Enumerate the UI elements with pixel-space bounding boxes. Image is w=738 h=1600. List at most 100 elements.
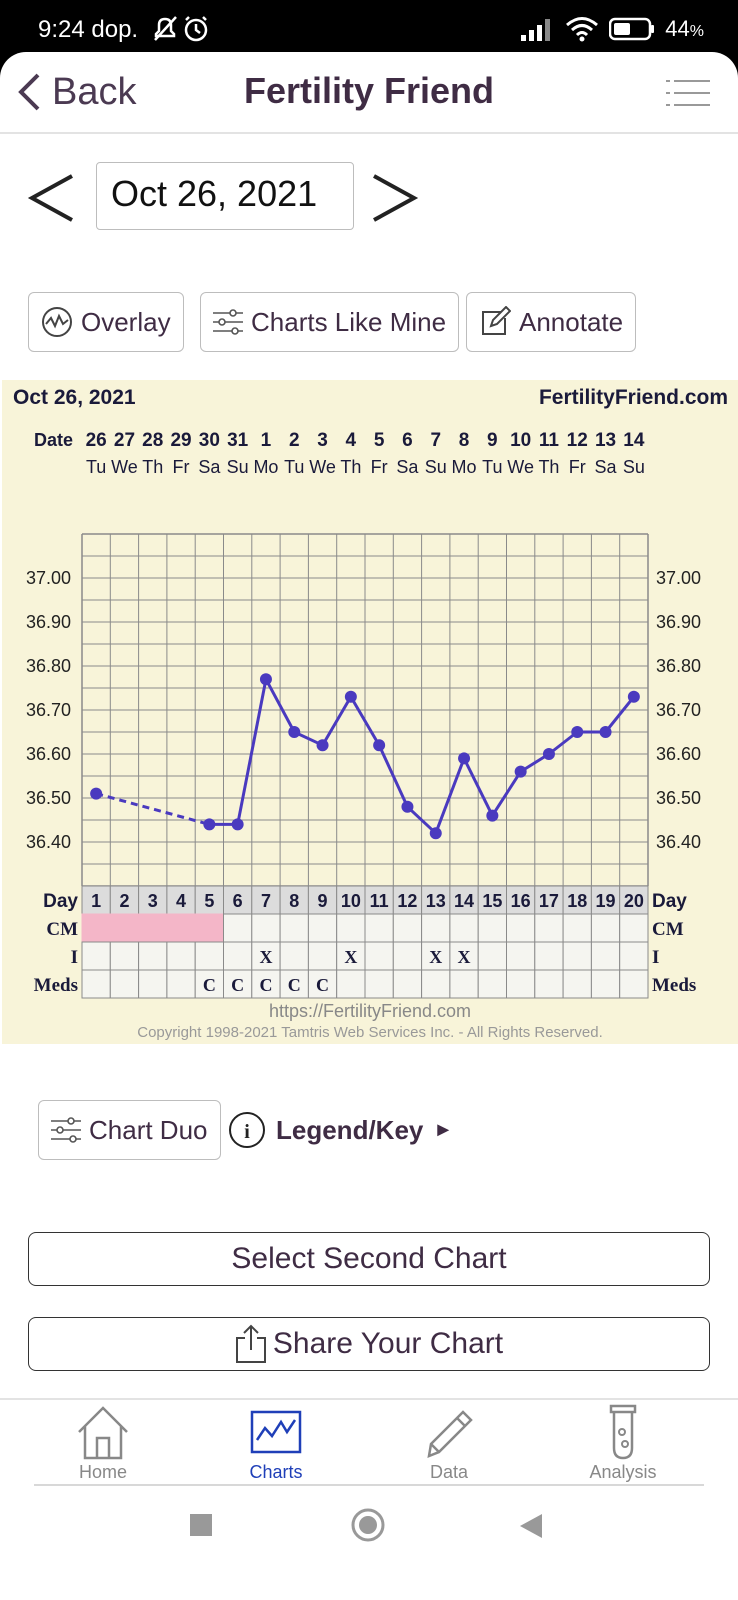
nav-charts[interactable]: Charts bbox=[211, 1404, 341, 1486]
intercourse-cell bbox=[279, 941, 309, 971]
share-chart-button[interactable]: Share Your Chart bbox=[28, 1317, 710, 1371]
day-cell bbox=[449, 885, 479, 915]
annotate-button[interactable]: Annotate bbox=[466, 292, 637, 352]
back-triangle-button[interactable] bbox=[518, 1512, 544, 1540]
chart-site-name: FertilityFriend.com bbox=[539, 386, 728, 409]
cm-cell bbox=[364, 913, 394, 943]
next-date-button[interactable] bbox=[368, 170, 420, 226]
y-tick-label-left: 36.40 bbox=[26, 832, 71, 852]
cm-cell bbox=[506, 913, 536, 943]
meds-cell bbox=[590, 969, 621, 999]
day-number: 16 bbox=[511, 891, 531, 911]
temperature-point bbox=[599, 726, 612, 738]
status-time: 9:24 dop. bbox=[38, 16, 139, 43]
select-second-chart-button[interactable]: Select Second Chart bbox=[28, 1232, 710, 1286]
bbt-chart: Oct 26, 2021 FertilityFriend.com Date 26… bbox=[2, 380, 738, 1044]
day-cell bbox=[81, 885, 111, 915]
temperature-point bbox=[231, 818, 244, 831]
annotate-label: Annotate bbox=[519, 306, 624, 337]
day-number: 8 bbox=[289, 891, 299, 911]
y-tick-label-left: 36.90 bbox=[26, 612, 71, 632]
day-cell bbox=[194, 885, 224, 915]
meds-cell bbox=[364, 969, 394, 999]
y-tick-label-right: 37.00 bbox=[656, 568, 701, 588]
previous-date-button[interactable] bbox=[26, 170, 78, 226]
day-number: 6 bbox=[233, 891, 243, 911]
meds-cell bbox=[449, 969, 479, 999]
back-button[interactable]: Back bbox=[16, 70, 136, 114]
signal-icon bbox=[521, 19, 551, 41]
overlay-label: Overlay bbox=[81, 306, 171, 337]
overlay-button[interactable]: Overlay bbox=[28, 292, 184, 352]
legend-key-link[interactable]: i Legend/Key ► bbox=[228, 1110, 453, 1150]
y-tick-label-right: 36.40 bbox=[656, 832, 701, 852]
weekday-label: Th bbox=[340, 457, 361, 477]
date-label: 26 bbox=[86, 430, 107, 451]
date-label: 27 bbox=[114, 430, 135, 451]
day-number: 18 bbox=[567, 891, 587, 911]
intercourse-cell bbox=[223, 941, 253, 971]
weekday-label: Tu bbox=[86, 457, 106, 477]
weekday-label: Th bbox=[538, 457, 559, 477]
date-input[interactable]: Oct 26, 2021 bbox=[96, 162, 354, 230]
y-tick-label-left: 36.70 bbox=[26, 700, 71, 720]
day-number: 9 bbox=[318, 891, 328, 911]
meds-mark: C bbox=[316, 975, 329, 995]
weekday-label: Sa bbox=[396, 457, 419, 477]
temperature-point bbox=[627, 690, 640, 703]
chart-tools: Overlay Charts Like Mine Annotate bbox=[0, 292, 738, 354]
meds-cell bbox=[392, 969, 423, 999]
chart-duo-button[interactable]: Chart Duo bbox=[38, 1100, 221, 1160]
intercourse-cell bbox=[336, 941, 366, 971]
temperature-point bbox=[458, 752, 471, 765]
i-row-label: I bbox=[71, 947, 78, 968]
weekday-label: Su bbox=[227, 457, 249, 477]
day-number: 12 bbox=[397, 891, 417, 911]
list-menu-icon[interactable] bbox=[666, 78, 710, 108]
intercourse-cell bbox=[506, 941, 536, 971]
test-tube-icon bbox=[609, 1404, 637, 1460]
intercourse-cell bbox=[534, 941, 564, 971]
temperature-point bbox=[344, 690, 357, 703]
intercourse-cell bbox=[562, 941, 592, 971]
chart-duo-label: Chart Duo bbox=[89, 1114, 208, 1145]
nav-divider bbox=[34, 1484, 704, 1486]
intercourse-cell bbox=[194, 941, 224, 971]
weekday-label: Th bbox=[142, 457, 163, 477]
date-label: 9 bbox=[487, 430, 498, 451]
intercourse-cell bbox=[477, 941, 508, 971]
weekday-label: Mo bbox=[452, 457, 477, 477]
date-label: 7 bbox=[430, 430, 441, 451]
weekday-label: Tu bbox=[284, 457, 304, 477]
date-label: 2 bbox=[289, 430, 300, 451]
nav-home[interactable]: Home bbox=[38, 1404, 168, 1486]
cm-cell bbox=[534, 913, 564, 943]
home-circle-button[interactable] bbox=[350, 1507, 386, 1543]
day-number: 17 bbox=[539, 891, 559, 911]
date-label: 10 bbox=[510, 430, 531, 451]
chart-title-date: Oct 26, 2021 bbox=[13, 386, 136, 409]
intercourse-cell bbox=[138, 941, 168, 971]
day-cell bbox=[166, 885, 196, 915]
recent-apps-button[interactable] bbox=[188, 1512, 214, 1538]
nav-analysis[interactable]: Analysis bbox=[558, 1404, 688, 1486]
nav-charts-label: Charts bbox=[249, 1462, 303, 1482]
chart-extras-row: Chart Duo i Legend/Key ► bbox=[0, 1100, 738, 1162]
date-label: 29 bbox=[170, 430, 191, 451]
cm-cell bbox=[138, 913, 168, 943]
nav-data-label: Data bbox=[429, 1462, 469, 1482]
app-screen: Back Fertility Friend Oct 26, 2021 Ove bbox=[0, 52, 738, 1600]
nav-data[interactable]: Data bbox=[384, 1404, 514, 1486]
day-number: 1 bbox=[91, 891, 101, 911]
intercourse-cell bbox=[619, 941, 649, 971]
intercourse-cell bbox=[590, 941, 621, 971]
nav-analysis-label: Analysis bbox=[589, 1462, 657, 1482]
day-number: 19 bbox=[596, 891, 616, 911]
day-cell bbox=[364, 885, 394, 915]
temperature-point bbox=[373, 739, 386, 752]
charts-like-mine-button[interactable]: Charts Like Mine bbox=[200, 292, 460, 352]
y-tick-label-left: 37.00 bbox=[26, 568, 71, 588]
series-segment bbox=[406, 805, 437, 835]
date-label: 1 bbox=[261, 430, 272, 451]
y-tick-label-right: 36.80 bbox=[656, 656, 701, 676]
